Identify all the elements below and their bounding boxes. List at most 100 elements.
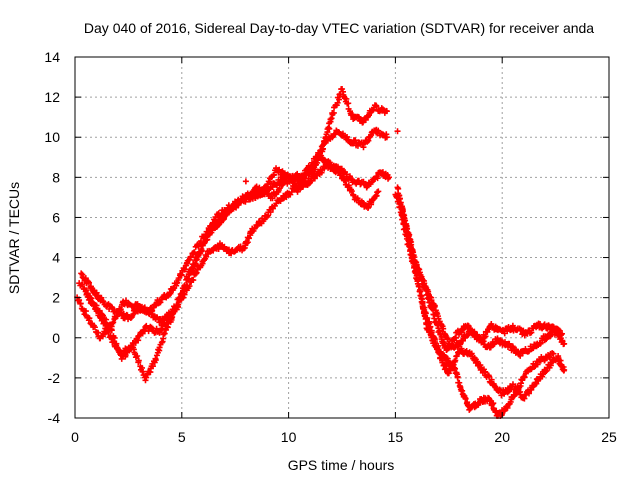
x-tick-label: 15 <box>388 429 404 445</box>
data-point <box>452 334 459 341</box>
data-point <box>204 236 211 243</box>
data-point <box>400 214 407 221</box>
data-point <box>343 171 350 178</box>
data-point <box>338 172 345 179</box>
data-point <box>418 298 425 305</box>
y-axis-label: SDTVAR / TECUs <box>6 182 22 294</box>
data-point <box>187 253 194 260</box>
data-point <box>326 159 333 166</box>
data-point <box>269 195 276 202</box>
data-point <box>542 369 549 376</box>
data-markers <box>74 86 568 419</box>
x-tick-label: 20 <box>494 429 510 445</box>
data-point <box>86 279 93 286</box>
data-point <box>336 96 343 103</box>
data-point <box>245 235 252 242</box>
data-point <box>395 198 402 205</box>
data-point <box>242 198 249 205</box>
data-point <box>310 161 317 168</box>
data-point <box>143 374 150 381</box>
data-point <box>267 209 274 216</box>
data-point <box>117 348 124 355</box>
data-point <box>385 174 392 181</box>
data-point <box>452 357 459 364</box>
data-point <box>328 115 335 122</box>
data-point <box>111 334 118 341</box>
data-point <box>107 322 114 329</box>
data-point <box>181 266 188 273</box>
data-point <box>375 188 382 195</box>
data-point <box>190 277 197 284</box>
series-track-8 <box>392 191 557 419</box>
data-point <box>408 247 415 254</box>
data-point <box>428 334 435 341</box>
x-tick-label: 10 <box>281 429 297 445</box>
data-point <box>85 278 92 285</box>
data-point <box>419 305 426 312</box>
data-point <box>188 264 195 271</box>
data-point <box>453 352 460 359</box>
data-point <box>489 401 496 408</box>
data-point <box>345 100 352 107</box>
data-point <box>521 374 528 381</box>
data-point <box>528 329 535 336</box>
data-point <box>270 171 277 178</box>
data-point <box>435 342 442 349</box>
data-point <box>135 357 142 364</box>
data-point <box>103 316 110 323</box>
data-point <box>317 147 324 154</box>
data-point <box>299 183 306 190</box>
data-point <box>259 190 266 197</box>
data-point <box>139 368 146 375</box>
data-point <box>77 300 84 307</box>
data-point <box>78 270 85 277</box>
data-point <box>414 278 421 285</box>
axis-ticks: 0 5 10 15 20 25 -4 -2 0 2 4 6 8 10 12 14 <box>44 49 617 445</box>
data-point <box>256 184 263 191</box>
data-point <box>159 325 166 332</box>
data-point <box>190 261 197 268</box>
chart-title: Day 040 of 2016, Sidereal Day-to-day VTE… <box>84 20 594 36</box>
data-point <box>79 281 86 288</box>
data-point <box>514 389 521 396</box>
data-point <box>393 194 400 201</box>
data-point <box>550 350 557 357</box>
data-point <box>339 86 346 93</box>
data-point <box>383 108 390 115</box>
data-point <box>373 103 380 110</box>
data-point <box>284 180 291 187</box>
data-point <box>496 386 503 393</box>
outlier-point <box>242 178 249 185</box>
data-point <box>534 361 541 368</box>
data-point <box>91 324 98 331</box>
data-point <box>383 134 390 141</box>
data-point <box>175 301 182 308</box>
data-point <box>178 291 185 298</box>
data-point <box>109 304 116 311</box>
y-tick-label: -2 <box>48 370 61 386</box>
data-point <box>413 272 420 279</box>
data-point <box>343 95 350 102</box>
data-point <box>178 271 185 278</box>
data-point <box>243 240 250 247</box>
data-point <box>487 344 494 351</box>
data-point <box>457 341 464 348</box>
y-tick-label: 0 <box>52 330 60 346</box>
data-point <box>464 332 471 339</box>
y-tick-label: 2 <box>52 290 60 306</box>
y-tick-label: 4 <box>52 250 60 266</box>
data-point <box>488 376 495 383</box>
data-point <box>396 204 403 211</box>
data-point <box>416 288 423 295</box>
data-point <box>561 366 568 373</box>
data-point <box>364 183 371 190</box>
data-point <box>184 275 191 282</box>
data-point <box>403 229 410 236</box>
data-point <box>152 357 159 364</box>
y-tick-label: 12 <box>44 89 60 105</box>
data-point <box>504 404 511 411</box>
data-point <box>149 363 156 370</box>
y-tick-label: 6 <box>52 209 60 225</box>
x-tick-label: 5 <box>178 429 186 445</box>
